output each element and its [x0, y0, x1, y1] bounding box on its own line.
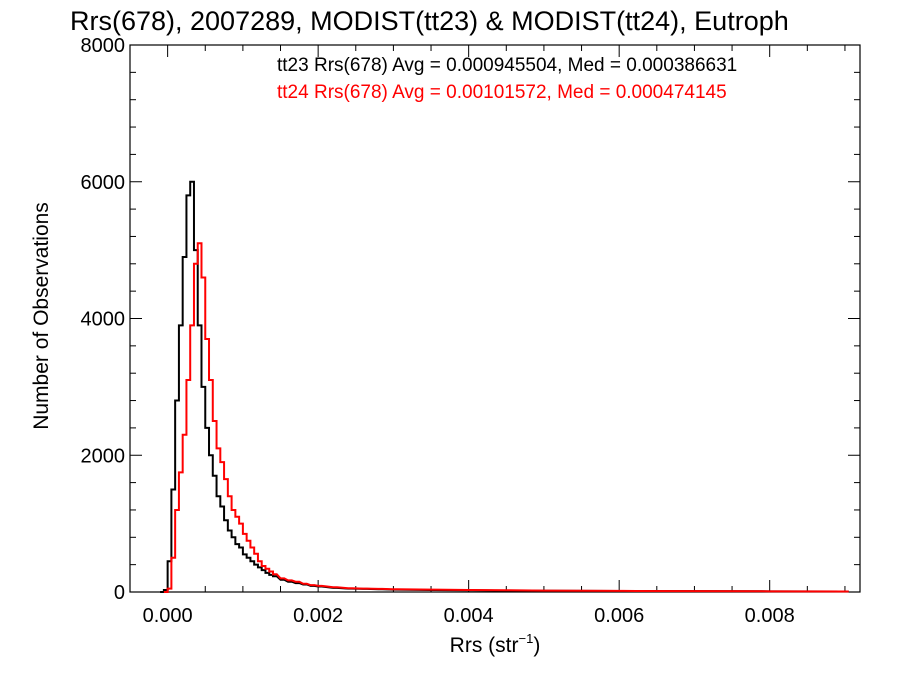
y-tick-label: 4000 [81, 309, 126, 331]
y-tick-label: 0 [114, 582, 125, 604]
x-tick-label: 0.008 [745, 605, 795, 627]
y-axis-title: Number of Observations [30, 202, 53, 430]
x-tick-label: 0.002 [293, 605, 343, 627]
tick-marks [129, 44, 860, 593]
x-axis-title-suffix: ) [533, 634, 540, 657]
x-tick-label: 0.004 [444, 605, 494, 627]
y-tick-labels: 0 2000 4000 6000 8000 [81, 35, 126, 604]
y-tick-label: 8000 [81, 35, 126, 57]
plot-frame [129, 44, 861, 593]
x-axis-title-superscript: −1 [519, 631, 534, 646]
legend-entry-tt23: tt23 Rrs(678) Avg = 0.000945504, Med = 0… [277, 55, 737, 76]
chart-title: Rrs(678), 2007289, MODIST(tt23) & MODIST… [70, 6, 789, 36]
x-axis-title-main: Rrs (str [450, 634, 519, 657]
series-line-tt23 [160, 180, 849, 593]
series-group [160, 180, 849, 593]
x-tick-label: 0.006 [594, 605, 644, 627]
legend-entry-tt24: tt24 Rrs(678) Avg = 0.00101572, Med = 0.… [277, 82, 727, 103]
x-tick-labels: 0.000 0.002 0.004 0.006 0.008 [143, 605, 795, 627]
x-tick-label: 0.000 [143, 605, 193, 627]
y-tick-label: 6000 [81, 172, 126, 194]
y-tick-label: 2000 [81, 445, 126, 467]
series-line-tt24 [163, 242, 849, 593]
plot-border [129, 44, 861, 593]
x-axis-title: Rrs (str−1) [450, 631, 541, 657]
